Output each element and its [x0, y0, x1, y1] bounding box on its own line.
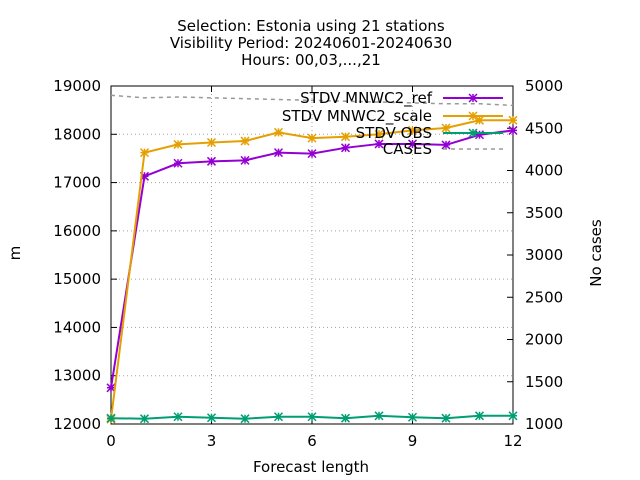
data-point	[340, 413, 351, 423]
data-point	[139, 171, 150, 181]
data-point	[307, 149, 317, 159]
data-point	[374, 411, 384, 421]
y-tick-label: 18000	[53, 125, 101, 143]
data-point	[340, 143, 351, 153]
y2-axis-label: No cases	[587, 219, 605, 287]
series-cases	[110, 94, 514, 107]
legend-marker	[468, 93, 478, 103]
title-line: Hours: 00,03,...,21	[241, 51, 381, 69]
data-point	[106, 413, 116, 423]
x-tick-label: 9	[408, 432, 418, 450]
data-point	[508, 411, 518, 421]
data-point	[173, 412, 183, 422]
data-point	[240, 136, 250, 146]
y2-tick-label: 2500	[525, 288, 563, 306]
y-tick-label: 17000	[53, 174, 101, 192]
legend-label: STDV MNWC2_scale	[282, 107, 432, 126]
x-tick-label: 3	[207, 432, 217, 450]
data-point	[139, 414, 150, 424]
legend-marker	[468, 128, 478, 138]
data-point	[173, 158, 183, 168]
data-point	[139, 148, 150, 158]
data-point	[374, 129, 384, 139]
legend-label: STDV OBS	[356, 124, 432, 142]
data-point	[407, 125, 418, 135]
data-point	[307, 412, 317, 422]
series-stdv-mnwc2-ref	[106, 125, 518, 393]
data-point	[340, 132, 351, 142]
y-tick-label: 12000	[53, 415, 101, 433]
y-axis-label: m	[6, 246, 24, 261]
data-point	[206, 137, 217, 148]
data-point	[240, 414, 250, 424]
y-tick-label: 13000	[53, 367, 101, 385]
y2-tick-label: 1500	[525, 373, 563, 391]
data-point	[508, 115, 518, 125]
y2-tick-label: 5000	[525, 77, 563, 95]
x-tick-label: 6	[307, 432, 317, 450]
series-group	[106, 94, 518, 424]
y-tick-label: 14000	[53, 318, 101, 336]
legend-marker	[468, 111, 478, 121]
x-tick-label: 12	[503, 432, 522, 450]
y2-tick-label: 4500	[525, 119, 563, 137]
data-point	[508, 125, 518, 135]
legend-label: CASES	[383, 140, 432, 158]
title-line: Visibility Period: 20240601-20240630	[170, 34, 452, 52]
data-point	[273, 127, 284, 137]
series-stdv-obs	[106, 411, 518, 424]
data-point	[474, 411, 485, 421]
axis-ticks: 0 3 6 9 12 12000 13000 14000 15000 16000 17000 1800…	[53, 77, 563, 450]
series-line	[110, 94, 514, 107]
y2-tick-label: 3500	[525, 204, 563, 222]
data-point	[441, 140, 451, 150]
data-point	[206, 413, 217, 423]
x-tick-label: 0	[106, 432, 116, 450]
data-point	[474, 130, 485, 140]
data-point	[240, 155, 250, 165]
x-axis-label: Forecast length	[253, 458, 369, 476]
data-point	[374, 139, 384, 149]
data-point	[173, 139, 183, 149]
y-tick-label: 15000	[53, 270, 101, 288]
y-tick-label: 19000	[53, 77, 101, 95]
y2-tick-label: 1000	[525, 415, 563, 433]
data-point	[441, 413, 451, 423]
y2-tick-label: 2000	[525, 331, 563, 349]
data-point	[441, 123, 451, 133]
data-point	[106, 383, 116, 393]
y2-tick-label: 3000	[525, 246, 563, 264]
data-point	[273, 148, 284, 158]
y-tick-label: 16000	[53, 222, 101, 240]
series-line	[110, 129, 514, 388]
data-point	[474, 115, 485, 125]
title-line: Selection: Estonia using 21 stations	[177, 17, 445, 35]
data-point	[206, 156, 217, 166]
data-point	[273, 412, 284, 422]
data-point	[407, 412, 418, 422]
y2-tick-label: 4000	[525, 162, 563, 180]
legend-label: STDV MNWC2_ref	[300, 89, 433, 108]
data-point	[307, 133, 317, 143]
chart-title: Selection: Estonia using 21 stationsVisi…	[170, 17, 452, 69]
data-point	[407, 139, 418, 149]
